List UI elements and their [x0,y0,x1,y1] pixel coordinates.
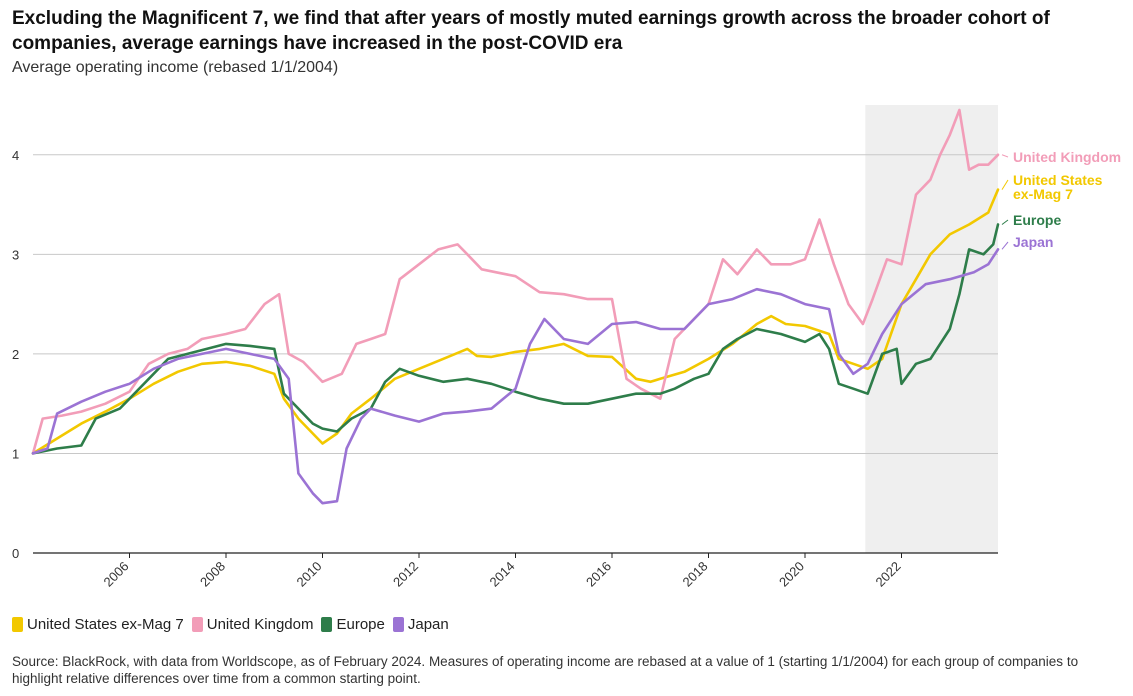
legend-item: Japan [392,616,449,633]
chart-subtitle: Average operating income (rebased 1/1/20… [12,59,339,76]
legend-label: Japan [407,616,449,633]
x-tick-label: 2010 [294,559,325,590]
legend-label: United Kingdom [206,616,314,633]
legend-swatch [191,617,203,632]
y-tick-label: 0 [12,546,19,561]
x-tick-label: 2012 [390,559,421,590]
series-end-label: Europe [1013,212,1061,228]
legend-swatch [392,617,404,632]
series-end-label: ex-Mag 7 [1013,186,1073,202]
series-line-united-states-ex-mag-7 [31,188,1000,455]
line-chart: 0 1 2 3 4 2006 2008 2010 2012 2014 2016 2018 2020 202… [12,105,1121,590]
x-tick-label: 2006 [101,559,132,590]
end-label-connector [1001,154,1009,158]
legend-item: Europe [321,616,385,633]
y-tick-label: 2 [12,347,19,362]
end-label-connector [1001,219,1009,225]
series-end-label: Japan [1013,234,1053,250]
series-line-europe [31,223,1000,455]
legend-item: United States ex-Mag 7 [12,616,184,633]
end-label-connector [1001,241,1009,250]
x-tick-label: 2008 [197,559,228,590]
chart-legend: United States ex-Mag 7 United Kingdom Euro… [12,616,457,633]
legend-swatch [321,617,333,632]
series-line-united-kingdom [31,108,1000,455]
series-end-label: United States [1013,172,1103,188]
y-tick-label: 3 [12,247,19,262]
y-tick-label: 4 [12,148,19,163]
x-tick-label: 2020 [776,559,807,590]
x-tick-label: 2018 [680,559,711,590]
chart-title: Excluding the Magnificent 7, we find tha… [12,8,1050,54]
y-tick-label: 1 [12,446,19,461]
x-tick-label: 2014 [487,559,518,590]
legend-swatch [12,617,23,632]
series-end-label: United Kingdom [1013,149,1121,165]
series-line-japan [31,248,1000,505]
end-label-connector [1001,179,1009,190]
legend-item: United Kingdom [191,616,314,633]
x-tick-label: 2022 [873,559,904,590]
x-tick-label: 2016 [583,559,614,590]
source-note: Source: BlackRock, with data from Worlds… [12,654,1079,686]
legend-label: United States ex-Mag 7 [27,616,184,633]
legend-label: Europe [336,616,385,633]
